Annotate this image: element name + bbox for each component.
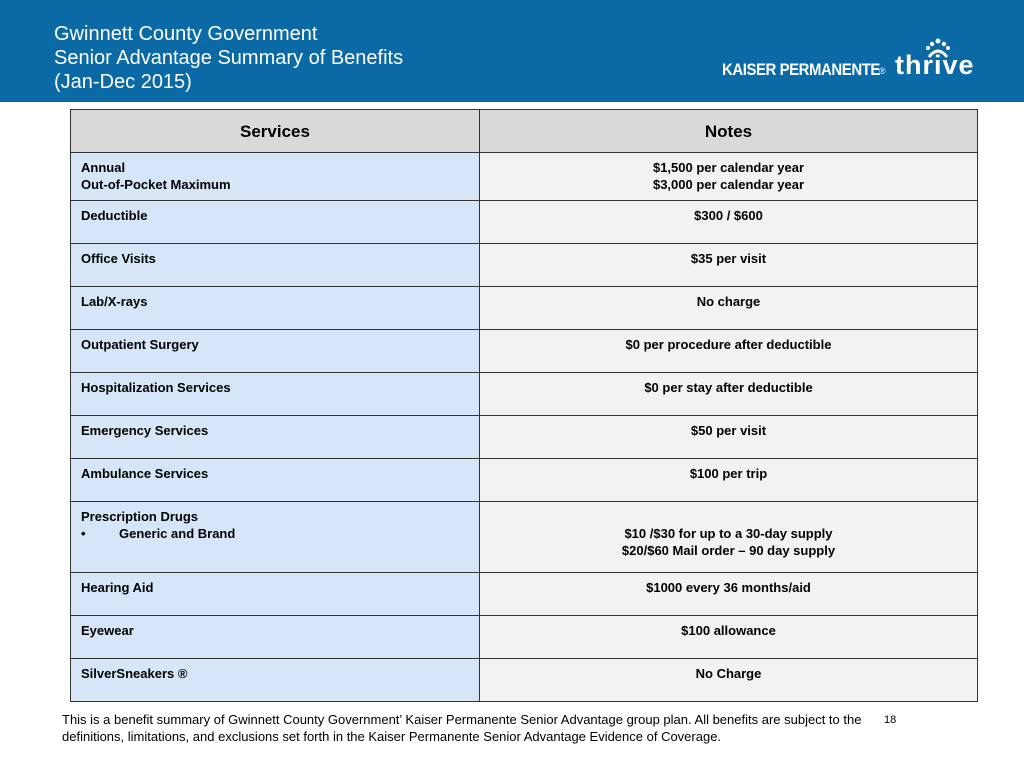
slide-title: Gwinnett County Government Senior Advanta… [54,22,403,94]
column-header: Notes [479,109,978,153]
notes-cell: $100 allowance [479,615,978,659]
logo-brand: KAISER PERMANENTE [722,60,880,79]
notes-line: No charge [696,294,761,309]
logo-tagline: thrive [895,50,975,80]
notes-cell: $1000 every 36 months/aid [479,572,978,616]
notes-line: $0 per procedure after deductible [625,337,832,352]
table-row: Ambulance Services $100 per trip [70,458,978,502]
notes-line: $20/$60 Mail order – 90 day supply [621,543,836,558]
table-row: Lab/X-rays No charge [70,286,978,330]
notes-cell: $10 /$30 for up to a 30-day supply $20/$6… [479,501,978,573]
service-line: Hospitalization Services [81,380,231,395]
header-band [0,0,1024,102]
notes-cell: No charge [479,286,978,330]
service-line: Out-of-Pocket Maximum [81,177,231,192]
service-cell: Office Visits [70,243,480,287]
table-row: Annual Out-of-Pocket Maximum $1,500 per ca… [70,152,978,201]
table-row: Eyewear $100 allowance [70,615,978,659]
notes-line: $10 /$30 for up to a 30-day supply [624,526,833,541]
service-line: Emergency Services [81,423,209,438]
notes-line: $100 allowance [681,623,776,638]
notes-cell: $0 per procedure after deductible [479,329,978,373]
table-row: Deductible $300 / $600 [70,200,978,244]
service-cell: Outpatient Surgery [70,329,480,373]
service-sub-item: Generic and Brand [81,525,469,542]
table-row: Hearing Aid $1000 every 36 months/aid [70,572,978,616]
service-cell: Eyewear [70,615,480,659]
service-cell: Hearing Aid [70,572,480,616]
service-cell: SilverSneakers ® [70,658,480,702]
column-header: Services [70,109,480,153]
notes-cell: $1,500 per calendar year $3,000 per calen… [479,152,978,201]
service-cell: Prescription DrugsGeneric and Brand [70,501,480,573]
table-row: Outpatient Surgery $0 per procedure after… [70,329,978,373]
service-line: Ambulance Services [81,466,209,481]
service-line: Annual [81,160,126,175]
table-row: Emergency Services $50 per visit [70,415,978,459]
service-line: Eyewear [81,623,134,638]
table-row: Office Visits $35 per visit [70,243,978,287]
notes-cell: No Charge [479,658,978,702]
notes-line: $35 per visit [690,251,767,266]
service-line: Deductible [81,208,148,223]
table-body: Annual Out-of-Pocket Maximum $1,500 per ca… [70,152,978,702]
footnote: This is a benefit summary of Gwinnett Co… [62,712,862,744]
service-line: Outpatient Surgery [81,337,199,352]
table-row: Hospitalization Services $0 per stay afte… [70,372,978,416]
notes-line: $1,500 per calendar year [652,160,805,175]
service-cell: Hospitalization Services [70,372,480,416]
notes-line: $1000 every 36 months/aid [646,580,811,595]
service-line: Office Visits [81,251,156,266]
service-cell: Ambulance Services [70,458,480,502]
notes-line: No Charge [695,666,762,681]
logo-mark: ® [879,66,886,76]
header-row: Services Notes [70,109,978,153]
service-cell: Deductible [70,200,480,244]
service-line: SilverSneakers ® [81,666,188,681]
notes-cell: $100 per trip [479,458,978,502]
service-cell: Emergency Services [70,415,480,459]
table-row: SilverSneakers ® No Charge [70,658,978,702]
service-line: Prescription Drugs [81,509,199,524]
title-line: (Jan-Dec 2015) [54,71,192,93]
notes-line: $300 / $600 [694,208,763,223]
table-row: Prescription DrugsGeneric and Brand$10 /… [70,501,978,573]
notes-cell: $0 per stay after deductible [479,372,978,416]
service-cell: Lab/X-rays [70,286,480,330]
page-number: 18 [884,714,897,726]
logo-icon [926,38,950,58]
title-line: Senior Advantage Summary of Benefits [54,47,404,69]
service-cell: Annual Out-of-Pocket Maximum [70,152,480,201]
notes-cell: $50 per visit [479,415,978,459]
title-line: Gwinnett County Government [54,23,318,45]
notes-line: $3,000 per calendar year [652,177,805,192]
benefits-table: Services Notes Annual Out-of-Pocket Maxim… [70,109,978,702]
notes-line: $50 per visit [690,423,767,438]
notes-line: $0 per stay after deductible [644,380,813,395]
notes-cell: $35 per visit [479,243,978,287]
service-line: Hearing Aid [81,580,154,595]
notes-line: $100 per trip [689,466,768,481]
notes-cell: $300 / $600 [479,200,978,244]
service-line: Lab/X-rays [81,294,148,309]
